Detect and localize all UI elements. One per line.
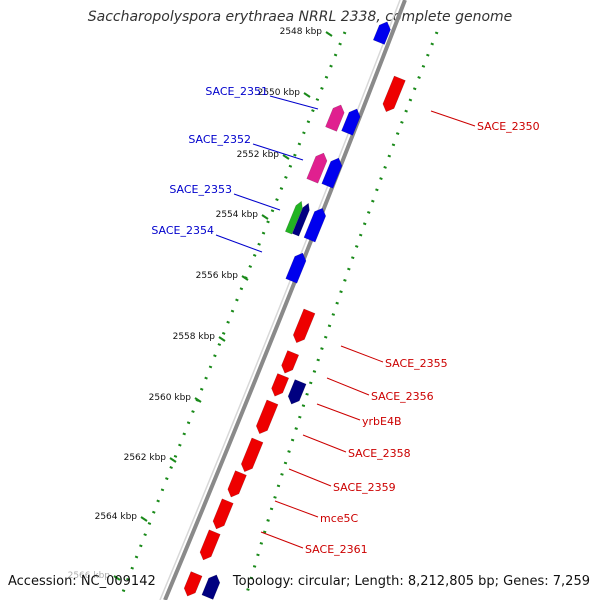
- gene-arrow: [321, 157, 343, 189]
- gene-label-reverse: mce5C: [320, 512, 359, 525]
- leader-line: [326, 377, 370, 396]
- gene-arrow: [382, 75, 406, 113]
- genome-backbone: [163, 0, 407, 600]
- gene-arrow: [183, 571, 203, 597]
- map-title: Saccharopolyspora erythraea NRRL 2338, c…: [87, 9, 513, 25]
- gene-label-reverse: SACE_2356: [371, 390, 434, 403]
- tick-label: 2556 kbp: [196, 271, 239, 281]
- tick-mark: [113, 575, 121, 581]
- tick-label: 2550 kbp: [258, 88, 301, 98]
- gene-arrow: [306, 152, 328, 184]
- tick-labels: 2548 kbp 2550 kbp 2552 kbp 2554 kbp 2556 kbp…: [68, 27, 323, 581]
- gene-arrow: [281, 350, 300, 374]
- tick-label: 2564 kbp: [95, 512, 138, 522]
- gene-label-reverse: SACE_2350: [477, 120, 540, 133]
- gene-arrow: [285, 252, 307, 284]
- tick-marks: [113, 31, 333, 581]
- label-leader-lines: [215, 95, 476, 549]
- leader-line: [274, 500, 319, 518]
- genome-backbone-highlight: [159, 0, 401, 600]
- tick-label: 2562 kbp: [124, 453, 167, 463]
- gene-label-forward: SACE_2352: [188, 133, 251, 146]
- topology-text: Topology: circular; Length: 8,212,805 bp…: [232, 574, 590, 589]
- gene-label-reverse: yrbE4B: [362, 415, 402, 428]
- gene-arrow: [201, 574, 221, 600]
- tick-mark: [303, 92, 311, 98]
- gene-arrow: [341, 108, 361, 136]
- gene-label-forward: SACE_2353: [169, 183, 232, 196]
- tick-label: 2558 kbp: [173, 332, 216, 342]
- gene-arrow: [255, 399, 279, 435]
- gene-arrow: [287, 379, 307, 405]
- accession-text: Accession: NC_009142: [8, 574, 156, 589]
- leader-line: [269, 95, 319, 110]
- leader-line: [430, 110, 476, 127]
- tick-label: 2560 kbp: [149, 393, 192, 403]
- gene-arrow: [325, 104, 345, 132]
- gene-labels: SACE_2351 SACE_2352 SACE_2353 SACE_2354 SACE…: [151, 85, 539, 556]
- gene-arrow: [271, 373, 290, 397]
- gene-arrow: [292, 308, 316, 344]
- gene-arrow: [240, 437, 264, 473]
- gene-arrow: [291, 202, 310, 237]
- tick-mark: [241, 275, 249, 281]
- tick-label: 2566 kbp: [68, 571, 111, 581]
- gene-label-reverse: SACE_2361: [305, 543, 368, 556]
- gene-label-reverse: SACE_2359: [333, 481, 396, 494]
- tick-mark: [218, 336, 226, 342]
- leader-line: [233, 193, 281, 211]
- gene-arrow: [284, 200, 303, 235]
- gene-label-forward: SACE_2351: [205, 85, 268, 98]
- leader-line: [302, 434, 347, 453]
- gene-label-reverse: SACE_2358: [348, 447, 411, 460]
- gene-arrow: [303, 207, 327, 243]
- gene-arrow: [372, 21, 391, 45]
- tick-mark: [261, 214, 269, 220]
- leader-line: [252, 143, 304, 161]
- gene-arrow: [227, 470, 247, 498]
- tick-label: 2554 kbp: [216, 210, 259, 220]
- gene-arrow: [212, 498, 234, 530]
- leader-line: [260, 531, 304, 549]
- gene-label-forward: SACE_2354: [151, 224, 214, 237]
- leader-line: [215, 234, 263, 253]
- leader-line: [288, 468, 332, 487]
- tick-label: 2552 kbp: [237, 150, 280, 160]
- tick-mark: [169, 457, 177, 463]
- tick-mark: [140, 516, 148, 522]
- tick-mark: [194, 397, 202, 403]
- tick-label: 2548 kbp: [280, 27, 323, 37]
- gene-label-reverse: SACE_2355: [385, 357, 448, 370]
- gene-features: [183, 21, 406, 600]
- leader-line: [316, 403, 361, 421]
- tick-mark: [282, 154, 290, 160]
- leader-line: [340, 345, 384, 363]
- gene-arrow: [199, 529, 221, 561]
- tick-mark: [325, 31, 333, 37]
